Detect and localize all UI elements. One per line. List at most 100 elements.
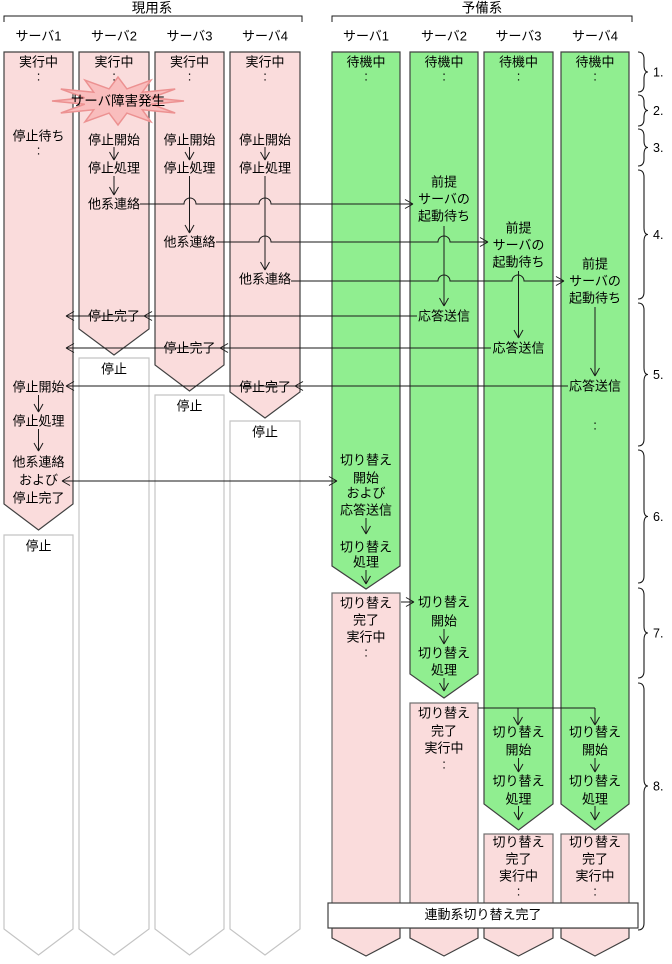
state-label: 完了 [353,613,379,628]
arrowhead [294,381,304,391]
event-label: および [19,473,58,488]
event-label: : [37,143,41,158]
arrowhead [33,442,44,452]
event-label: 切り替え [418,595,470,610]
event-label: 前提 [505,221,531,236]
arrowhead [65,381,75,391]
arrowhead [439,682,449,692]
running-box [331,592,401,929]
event-label: 起動待ち [418,209,470,224]
arrowhead [361,525,371,535]
arrowhead [513,716,523,726]
arrowhead [479,237,489,247]
step-number: 3. [653,141,663,155]
lane-tail [483,927,554,957]
step-number: 6. [653,510,663,524]
step-brace [637,587,649,679]
event-label: 応答送信 [569,379,621,394]
event-label: 他系連絡 [239,272,291,287]
lane-header: サーバ1 [343,29,389,44]
step-brace [637,682,649,931]
lane-tail [331,927,401,957]
lane-header: サーバ4 [242,29,288,44]
arrowhead [590,763,600,773]
event-label: 停止完了 [239,380,291,395]
event-label: 他系連絡 [12,455,64,470]
event-label: 停止完了 [12,491,64,506]
event-label: 切り替え [569,774,621,789]
step-brace [637,94,649,127]
step-brace [637,449,649,584]
event-label: サーバの [493,238,545,253]
state-label: : [364,645,368,660]
event-label: 処理 [582,792,608,807]
lane-tail [409,927,479,957]
event-label: : [517,69,521,84]
arrowhead [260,151,270,161]
event-label: および [346,486,385,501]
group-label: 予備系 [462,1,503,16]
event-label: 停止処理 [239,161,291,176]
event-label: 他系連絡 [163,235,215,250]
step-number: 7. [653,627,663,641]
arrowhead [184,151,195,161]
stopped-box [154,394,225,956]
event-label: 停止処理 [12,414,64,429]
event-label: 処理 [505,792,531,807]
completion-bar [327,902,639,929]
arrowhead [555,276,565,286]
step-number: 5. [653,368,663,382]
event-label: 実行中 [94,55,133,70]
event-label: 停止完了 [88,309,140,324]
state-label: 完了 [505,852,531,867]
event-label: : [442,69,446,84]
state-label: 実行中 [424,741,463,756]
link-arrow [291,274,564,282]
state-label: 切り替え [418,706,470,721]
step-number: 2. [653,104,663,118]
event-label: 待機中 [346,55,385,70]
event-label: 切り替え [340,453,392,468]
event-label: 他系連絡 [88,197,140,212]
group-label: 現用系 [132,1,173,16]
lane-header: サーバ3 [166,29,212,44]
arrowhead [109,151,119,161]
arrowhead [590,811,600,821]
state-label: 完了 [582,852,608,867]
state-label: : [517,884,521,899]
link-arrow [140,197,413,205]
arrowhead [65,343,75,353]
event-label: 切り替え [492,774,544,789]
step-number: 8. [653,780,663,794]
step-brace [637,302,649,447]
lane-header: サーバ2 [421,29,467,44]
event-label: 開始 [505,743,531,758]
link-arrow [216,235,488,243]
state-label: 停止 [101,362,127,377]
event-label: 切り替え [418,646,470,661]
event-label: 停止待ち [12,129,64,144]
state-label: 実行中 [575,869,614,884]
state-label: : [593,884,597,899]
state-label: 完了 [431,724,457,739]
state-label: 切り替え [492,835,544,850]
event-label: 停止開始 [88,133,140,148]
event-label: 停止開始 [12,380,64,395]
event-label: : [112,69,116,84]
lane-standby [409,51,479,699]
completion-bar-label: 連動系切り替え完了 [424,907,541,922]
arrowhead [590,716,600,726]
arrowhead [439,297,449,307]
lane-standby [560,51,630,831]
arrowhead [65,311,75,321]
state-label: 停止 [25,539,51,554]
arrowhead [405,597,415,607]
event-label: : [593,69,597,84]
step-number: 1. [653,66,663,80]
event-label: 実行中 [170,55,209,70]
arrowhead [33,403,44,413]
step-brace [637,169,649,300]
event-label: 待機中 [575,55,614,70]
